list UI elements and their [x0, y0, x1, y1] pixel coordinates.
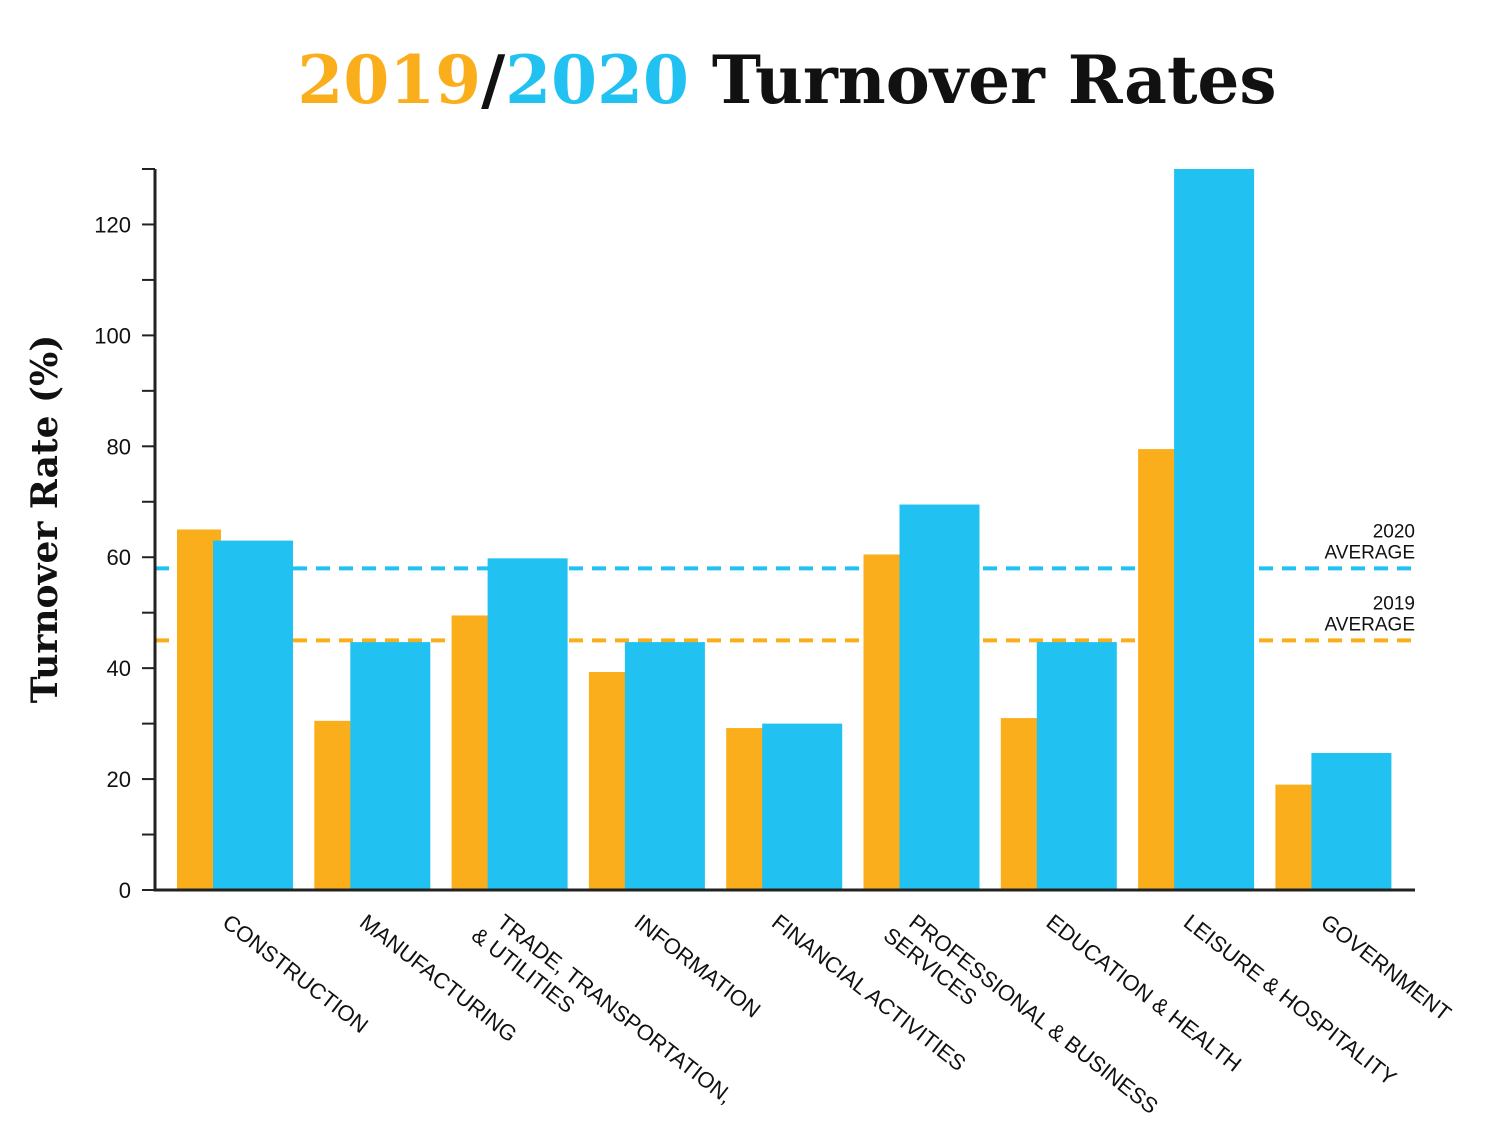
- title-rest: Turnover Rates: [689, 41, 1277, 119]
- average-label-2019-line-2: AVERAGE: [1325, 614, 1415, 635]
- title-year-2019: 2019: [297, 41, 481, 119]
- title-slash: /: [481, 41, 506, 119]
- category-label-4: INFORMATION: [630, 909, 765, 1023]
- category-label-3-line-1: TRADE, TRANSPORTATION,: [493, 909, 738, 1108]
- bar-2020-4: [624, 642, 705, 890]
- y-tick-label-80: 80: [107, 434, 131, 459]
- y-tick-label-20: 20: [107, 767, 131, 792]
- y-tick-label-60: 60: [107, 545, 131, 570]
- category-label-9: GOVERNMENT: [1316, 909, 1456, 1026]
- category-label-4-line-1: INFORMATION: [630, 909, 765, 1023]
- chart-title: 2019/2020 Turnover Rates: [297, 41, 1276, 119]
- bar-2020-5: [762, 723, 843, 890]
- bar-2020-2: [350, 642, 431, 890]
- average-label-2020-line-1: 2020: [1373, 521, 1415, 542]
- y-tick-label-0: 0: [119, 878, 131, 903]
- bar-2020-3: [487, 558, 568, 890]
- bar-2020-7: [1036, 642, 1117, 890]
- plot-area: 2020AVERAGE2019AVERAGECONSTRUCTIONMANUFA…: [94, 168, 1456, 1119]
- category-label-1: CONSTRUCTION: [218, 909, 373, 1038]
- category-label-9-line-1: GOVERNMENT: [1316, 909, 1456, 1026]
- average-label-2020-line-2: AVERAGE: [1325, 542, 1415, 563]
- y-tick-label-40: 40: [107, 656, 131, 681]
- average-label-2019-line-1: 2019: [1373, 593, 1415, 614]
- y-tick-label-120: 120: [94, 212, 131, 237]
- title-year-2020: 2020: [505, 41, 689, 119]
- bar-2020-8: [1174, 169, 1255, 890]
- bar-2020-6: [899, 504, 980, 890]
- category-label-1-line-1: CONSTRUCTION: [218, 909, 373, 1038]
- y-axis-label: Turnover Rate (%): [24, 335, 66, 704]
- y-tick-label-100: 100: [94, 323, 131, 348]
- bar-2020-9: [1311, 753, 1392, 890]
- category-label-6-line-1: PROFESSIONAL & BUSINESS: [904, 909, 1162, 1119]
- bar-2020-1: [213, 540, 293, 890]
